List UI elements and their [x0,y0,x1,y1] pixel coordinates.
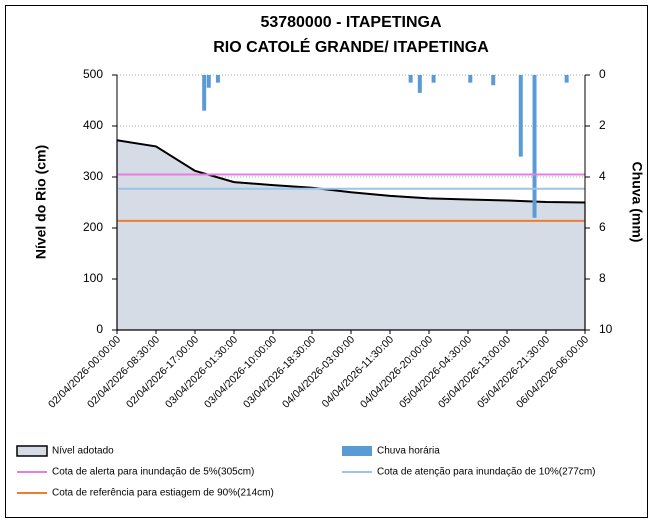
y-tick-label: 100 [83,271,103,285]
y2-tick-label: 6 [599,220,606,234]
legend-label: Nível adotado [52,446,114,457]
legend-swatch [342,446,372,456]
chart-subtitle: RIO CATOLÉ GRANDE/ ITAPETINGA [213,37,489,56]
y-tick-label: 300 [83,169,103,183]
rain-bar [518,75,523,157]
rain-bar [491,75,496,86]
rain-bar [408,75,413,83]
y-axis-title: Nível do Rio (cm) [33,145,49,259]
level-line [116,139,586,204]
y2-tick-label: 2 [599,118,606,132]
y-tick-label: 500 [83,67,103,81]
rain-bar [564,75,569,83]
rain-bar [532,75,537,218]
legend-label: Cota de referência para estiagem de 90%(… [52,488,274,499]
legend-label: Cota de atenção para inundação de 10%(27… [377,467,595,478]
legend-label: Chuva horária [377,446,440,457]
y2-tick-label: 0 [599,67,606,81]
rain-bar [468,75,473,83]
rain-bar [215,75,220,83]
rain-bar [202,75,207,111]
rain-bar [417,75,422,93]
y2-tick-label: 8 [599,271,606,285]
legend-swatch [16,445,48,457]
y2-tick-label: 4 [599,169,606,183]
rain-bar [206,75,211,88]
y2-tick-label: 10 [599,322,613,336]
y-tick-label: 400 [83,118,103,132]
chart-title: 53780000 - ITAPETINGA [260,14,442,31]
y2-axis-title: Chuva (mm) [629,162,645,243]
rain-bar [431,75,436,83]
y-tick-label: 0 [96,322,103,336]
legend-label: Cota de alerta para inundação de 5%(305c… [52,467,254,478]
y-tick-label: 200 [83,220,103,234]
